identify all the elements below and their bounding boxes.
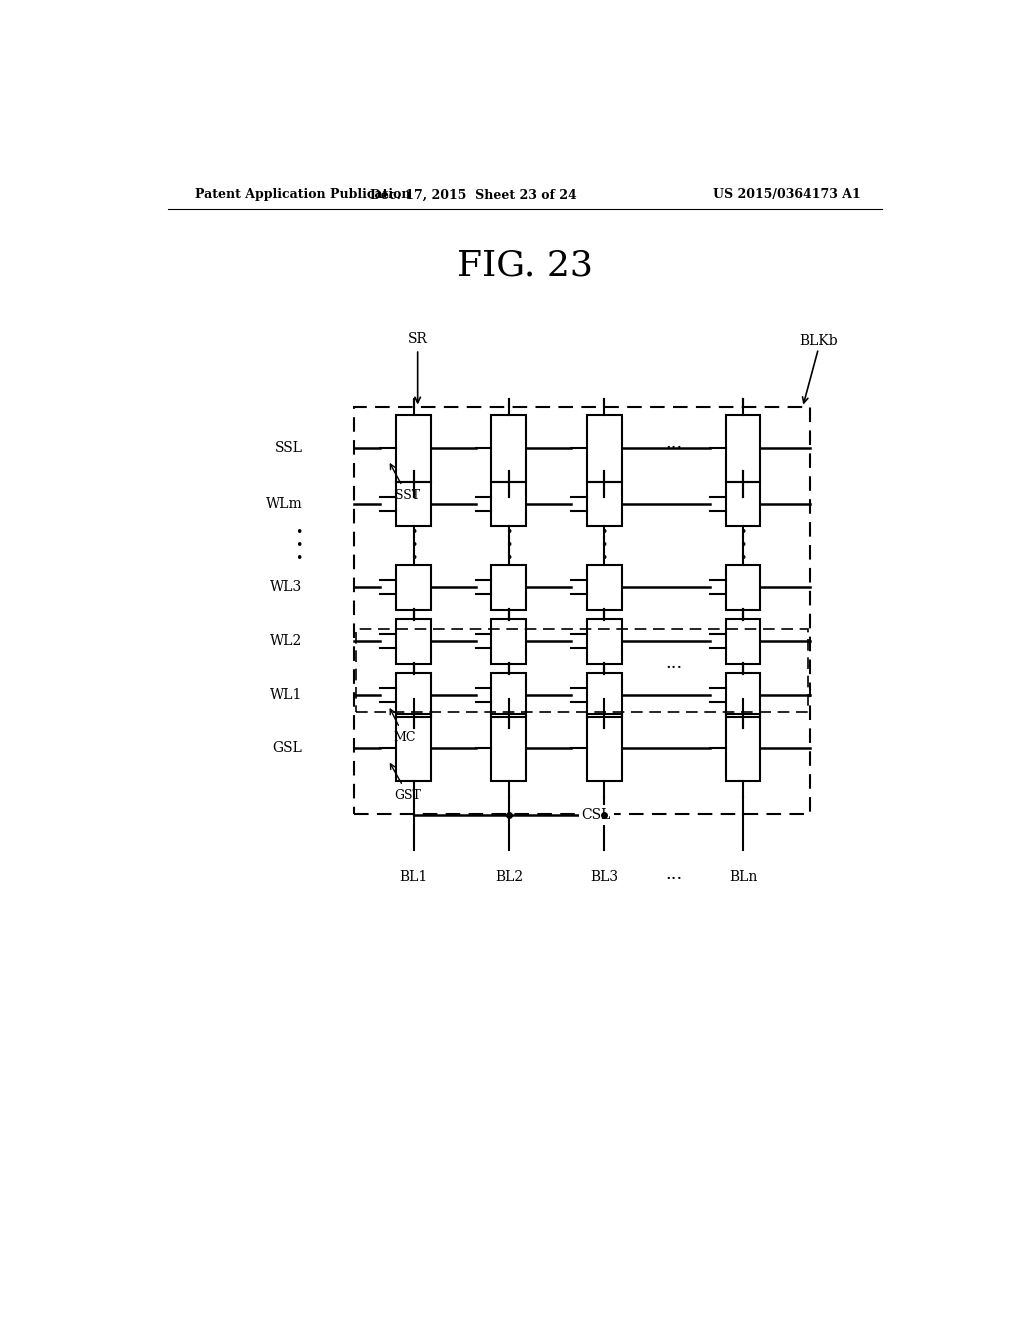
Text: MC: MC [390,709,416,743]
Text: GST: GST [390,764,422,801]
Text: ···: ··· [665,870,682,888]
Text: WL2: WL2 [270,634,303,648]
Text: BL1: BL1 [399,870,428,884]
Text: •
•
•: • • • [505,527,513,565]
Text: FIG. 23: FIG. 23 [457,248,593,282]
Text: SR: SR [408,333,428,403]
Text: US 2015/0364173 A1: US 2015/0364173 A1 [713,189,860,202]
Text: •
•
•: • • • [295,527,302,565]
Text: ···: ··· [665,440,682,457]
Text: CSL: CSL [582,808,611,822]
Text: BLKb: BLKb [799,334,838,348]
Text: BLn: BLn [729,870,757,884]
Text: •
•
•: • • • [600,527,608,565]
Text: SSL: SSL [274,441,303,455]
Text: Dec. 17, 2015  Sheet 23 of 24: Dec. 17, 2015 Sheet 23 of 24 [370,189,577,202]
Bar [355,630,808,713]
Bar [354,408,811,814]
Text: BL2: BL2 [495,870,523,884]
Text: ···: ··· [665,659,682,677]
Text: Patent Application Publication: Patent Application Publication [196,189,411,202]
Text: SST: SST [390,465,420,502]
Text: •
•
•: • • • [739,527,746,565]
Text: WL1: WL1 [270,688,303,702]
Text: GSL: GSL [272,741,303,755]
Text: •
•
•: • • • [410,527,418,565]
Text: BL3: BL3 [590,870,618,884]
Text: WLm: WLm [266,496,303,511]
Text: WL3: WL3 [270,581,303,594]
